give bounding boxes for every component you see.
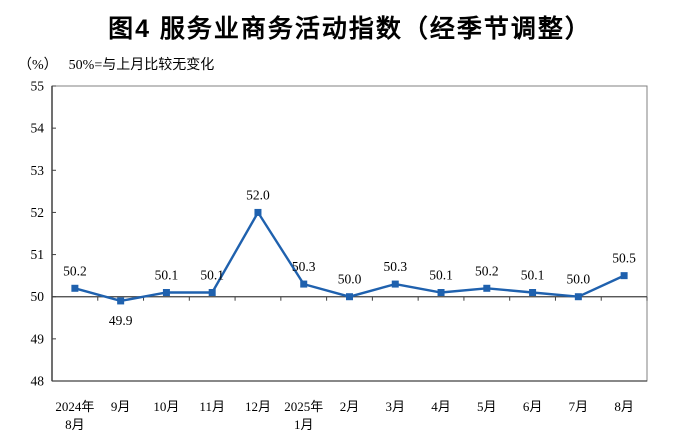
data-line <box>74 210 625 303</box>
data-label: 50.0 <box>567 272 591 287</box>
data-point-marker <box>620 272 628 280</box>
x-tick-label: 1月 <box>294 417 314 432</box>
data-point-marker <box>391 280 399 288</box>
data-point-marker <box>529 289 537 296</box>
data-label: 50.2 <box>63 263 87 278</box>
x-tick-label: 9月 <box>111 399 131 414</box>
x-tick-label: 5月 <box>477 399 497 414</box>
data-label: 50.1 <box>200 268 224 283</box>
data-point-marker <box>346 293 353 301</box>
y-tick-label: 53 <box>31 163 45 178</box>
data-label: 50.1 <box>429 268 453 283</box>
chart-subtitle: （%） 50%=与上月比较无变化 <box>18 54 214 74</box>
data-point-marker <box>208 289 216 296</box>
chart-title: 图4 服务业商务活动指数（经季节调整） <box>108 15 592 43</box>
data-point-marker <box>300 280 308 288</box>
x-tick-label: 7月 <box>569 399 589 414</box>
data-label: 50.2 <box>475 263 499 278</box>
x-tick-label: 8月 <box>65 417 85 432</box>
data-label: 50.3 <box>383 259 407 274</box>
data-point-marker <box>254 208 262 216</box>
x-tick-label: 12月 <box>245 399 271 414</box>
data-label: 49.9 <box>109 313 133 328</box>
data-point-marker <box>574 293 582 301</box>
data-label: 50.0 <box>338 272 362 287</box>
data-point-marker <box>71 284 79 292</box>
y-axis-unit-label: （%） <box>18 58 58 73</box>
data-label: 50.5 <box>612 251 636 266</box>
y-tick-label: 48 <box>31 374 45 389</box>
y-tick-label: 51 <box>31 247 45 262</box>
y-tick-label: 50 <box>31 289 45 304</box>
x-tick-label: 6月 <box>523 399 543 414</box>
x-tick-label: 2024年 <box>55 399 94 414</box>
y-tick-label: 54 <box>31 121 45 136</box>
data-point-marker <box>437 289 445 296</box>
data-label: 52.0 <box>246 187 270 202</box>
reference-note: 50%=与上月比较无变化 <box>68 58 215 73</box>
data-label: 50.3 <box>292 259 316 274</box>
x-tick-label: 2025年 <box>284 399 323 414</box>
plot-border <box>51 85 648 382</box>
data-point-marker <box>117 297 125 305</box>
x-tick-label: 2月 <box>340 399 360 414</box>
data-label: 50.1 <box>155 268 179 283</box>
x-tick-label: 10月 <box>153 399 179 414</box>
data-point-marker <box>483 284 491 292</box>
data-point-marker <box>162 289 170 296</box>
y-tick-label: 52 <box>31 205 45 220</box>
y-tick-label: 49 <box>31 331 45 346</box>
x-tick-label: 4月 <box>431 399 451 414</box>
data-label: 50.1 <box>521 268 545 283</box>
y-tick-label: 55 <box>31 79 45 94</box>
x-tick-label: 11月 <box>199 399 225 414</box>
x-tick-label: 3月 <box>386 399 406 414</box>
x-tick-label: 8月 <box>614 399 634 414</box>
